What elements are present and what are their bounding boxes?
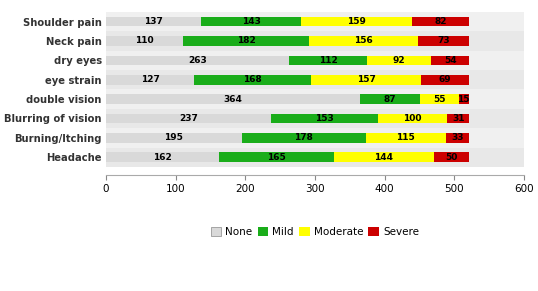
Bar (412, 17, 469, 26)
Text: 110: 110 (135, 36, 153, 45)
Bar (367, 56, 431, 65)
Bar (106, 133, 242, 143)
Text: 69: 69 (438, 75, 451, 84)
Text: 364: 364 (223, 95, 242, 104)
Text: 50: 50 (445, 153, 458, 162)
Text: 144: 144 (374, 153, 393, 162)
Bar (378, 113, 448, 123)
Bar (201, 17, 301, 26)
Bar (106, 12, 524, 31)
Bar (421, 75, 469, 85)
Bar (106, 113, 271, 123)
Text: 112: 112 (319, 56, 337, 65)
Bar (106, 152, 219, 162)
Bar (289, 56, 367, 65)
Bar (106, 36, 182, 46)
Text: 156: 156 (355, 36, 373, 45)
Bar (271, 113, 378, 123)
Bar (309, 36, 418, 46)
Text: 143: 143 (242, 17, 260, 26)
Text: 92: 92 (393, 56, 406, 65)
Text: 73: 73 (437, 36, 450, 45)
Text: 87: 87 (384, 95, 396, 104)
Bar (106, 17, 201, 26)
Bar (106, 89, 524, 109)
Bar (106, 56, 289, 65)
Text: 55: 55 (433, 95, 445, 104)
Bar (359, 94, 420, 104)
Text: 115: 115 (397, 133, 415, 142)
Bar (106, 70, 524, 89)
Text: 162: 162 (153, 153, 172, 162)
Text: 263: 263 (188, 56, 207, 65)
Bar (106, 94, 359, 104)
Bar (312, 75, 421, 85)
Text: 237: 237 (179, 114, 198, 123)
Text: 168: 168 (244, 75, 262, 84)
Text: 195: 195 (164, 133, 183, 142)
Bar (219, 152, 334, 162)
Text: 182: 182 (237, 36, 256, 45)
Bar (446, 133, 469, 143)
Bar (106, 128, 524, 148)
Bar (301, 17, 412, 26)
Bar (431, 56, 469, 65)
Bar (106, 31, 524, 51)
Text: 54: 54 (444, 56, 456, 65)
Text: 178: 178 (294, 133, 313, 142)
Bar (434, 152, 469, 162)
Text: 33: 33 (451, 133, 464, 142)
Bar (334, 152, 434, 162)
Text: 153: 153 (315, 114, 334, 123)
Text: 82: 82 (434, 17, 447, 26)
Bar (458, 94, 469, 104)
Bar (182, 36, 309, 46)
Bar (106, 148, 524, 167)
Bar (242, 133, 366, 143)
Bar (106, 51, 524, 70)
Bar (448, 113, 469, 123)
Bar (106, 109, 524, 128)
Text: 159: 159 (347, 17, 366, 26)
Text: 31: 31 (452, 114, 464, 123)
Bar (418, 36, 469, 46)
Bar (194, 75, 312, 85)
Bar (420, 94, 458, 104)
Text: 100: 100 (404, 114, 422, 123)
Text: 165: 165 (267, 153, 286, 162)
Bar (106, 75, 194, 85)
Bar (366, 133, 446, 143)
Text: 127: 127 (140, 75, 160, 84)
Text: 137: 137 (144, 17, 163, 26)
Legend: None, Mild, Moderate, Severe: None, Mild, Moderate, Severe (207, 223, 423, 241)
Text: 15: 15 (457, 95, 470, 104)
Text: 157: 157 (357, 75, 376, 84)
